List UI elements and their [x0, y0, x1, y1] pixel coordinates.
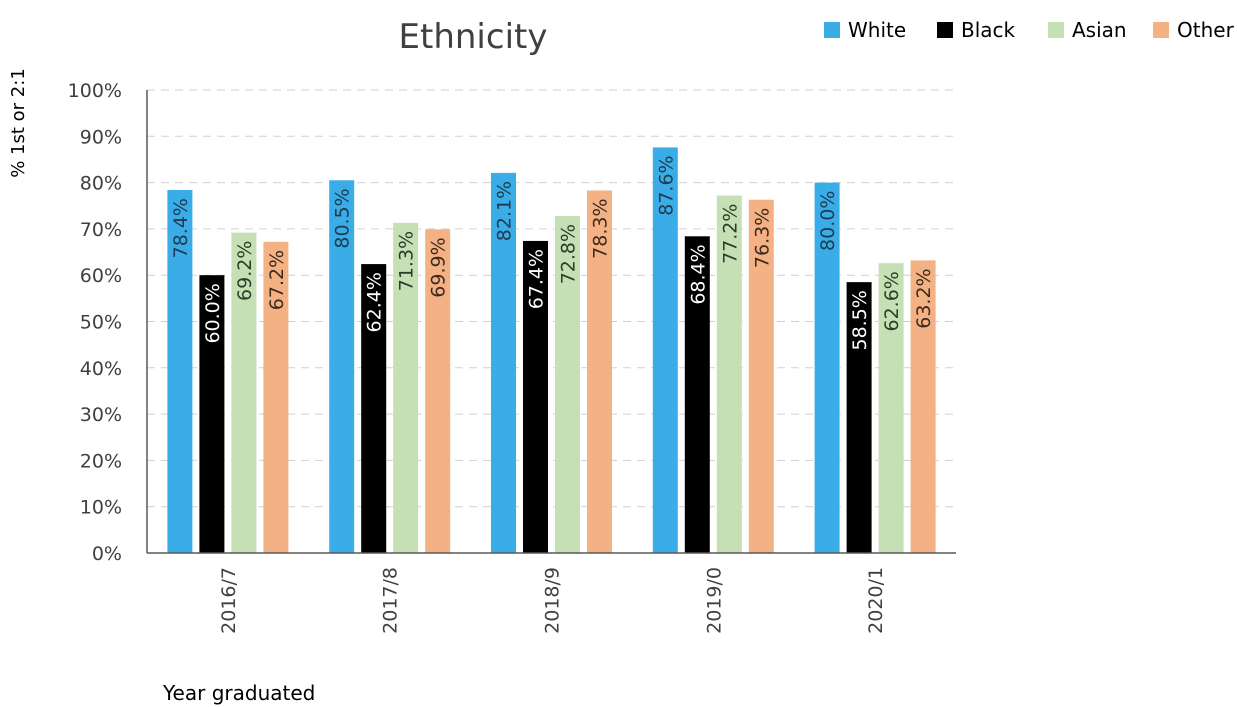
bar-value-label: 67.2%	[266, 250, 288, 310]
y-axis-ticks: 0% 10% 20% 30% 40% 50% 60% 70% 80% 90% 100%	[68, 80, 122, 565]
legend-swatch-white	[824, 22, 840, 38]
bar-asian-0	[231, 232, 257, 553]
bar-asian-1	[393, 222, 419, 554]
bar-value-label: 63.2%	[913, 268, 935, 328]
legend-swatch-other	[1153, 22, 1169, 38]
bar-black-1	[361, 264, 387, 553]
bar-other-1	[425, 229, 451, 553]
bar-white-0	[167, 190, 193, 553]
chart-legend: White Black Asian Other	[824, 18, 1235, 42]
bar-other-0	[263, 241, 289, 553]
bar-value-label: 62.6%	[881, 271, 903, 331]
y-tick-label: 0%	[92, 543, 122, 565]
x-tick-label: 2017/8	[380, 567, 402, 634]
bar-value-label: 69.9%	[428, 237, 450, 297]
bar-white-2	[491, 172, 516, 553]
bar-value-label: 80.0%	[817, 191, 839, 251]
bar-value-label: 76.3%	[751, 208, 773, 268]
bar-value-label: 71.3%	[396, 231, 418, 291]
bar-asian-4	[878, 263, 904, 553]
bar-white-3	[652, 147, 678, 554]
x-tick-label: 2016/7	[218, 567, 240, 634]
legend-label-other: Other	[1177, 18, 1235, 42]
bar-other-2	[587, 190, 612, 553]
bar-value-label: 80.5%	[332, 188, 354, 248]
chart-title: Ethnicity	[399, 17, 548, 57]
legend-label-asian: Asian	[1072, 18, 1127, 42]
y-tick-label: 70%	[80, 219, 122, 241]
legend-label-black: Black	[961, 18, 1016, 42]
x-tick-label: 2019/0	[703, 567, 725, 634]
bar-value-label: 72.8%	[558, 224, 580, 284]
x-tick-label: 2018/9	[542, 567, 564, 634]
bar-value-label: 58.5%	[849, 290, 871, 350]
y-tick-label: 50%	[80, 312, 122, 334]
bar-value-label: 82.1%	[494, 181, 516, 241]
bar-value-label: 62.4%	[364, 272, 386, 332]
bar-black-4	[846, 282, 872, 553]
bar-value-label: 77.2%	[719, 204, 741, 264]
y-axis-label: % 1st or 2:1	[8, 68, 29, 178]
bar-asian-3	[716, 195, 742, 553]
bar-black-3	[684, 236, 710, 554]
x-axis-ticks: 2016/7 2017/8 2018/9 2019/0 2020/1	[218, 567, 887, 634]
bar-value-label: 67.4%	[526, 249, 548, 309]
bar-labels-group: 78.4% 60.0% 69.2% 67.2% 80.5% 62.4% 71.3% 69.9%…	[170, 155, 935, 350]
bar-value-label: 69.2%	[234, 241, 256, 301]
y-tick-label: 30%	[80, 404, 122, 426]
bar-value-label: 68.4%	[687, 244, 709, 304]
bar-white-4	[814, 182, 840, 553]
bar-value-label: 87.6%	[655, 155, 677, 215]
y-tick-label: 20%	[80, 450, 122, 472]
bar-white-1	[329, 180, 355, 553]
bar-value-label: 78.3%	[590, 198, 612, 258]
bar-black-0	[199, 275, 225, 553]
legend-label-white: White	[848, 18, 906, 42]
y-tick-label: 90%	[80, 126, 122, 148]
legend-swatch-black	[937, 22, 953, 38]
legend-swatch-asian	[1048, 22, 1064, 38]
y-tick-label: 10%	[80, 497, 122, 519]
y-tick-label: 80%	[80, 173, 122, 195]
bar-other-4	[910, 260, 936, 553]
x-axis-label: Year graduated	[162, 681, 315, 705]
bar-asian-2	[555, 215, 580, 553]
y-tick-label: 60%	[80, 265, 122, 287]
bar-black-2	[523, 240, 548, 554]
bars-group	[167, 147, 936, 554]
bar-value-label: 60.0%	[202, 283, 224, 343]
x-tick-label: 2020/1	[865, 567, 887, 634]
bar-value-label: 78.4%	[170, 198, 192, 258]
y-tick-label: 100%	[68, 80, 122, 102]
bar-other-3	[748, 199, 774, 553]
y-tick-label: 40%	[80, 358, 122, 380]
